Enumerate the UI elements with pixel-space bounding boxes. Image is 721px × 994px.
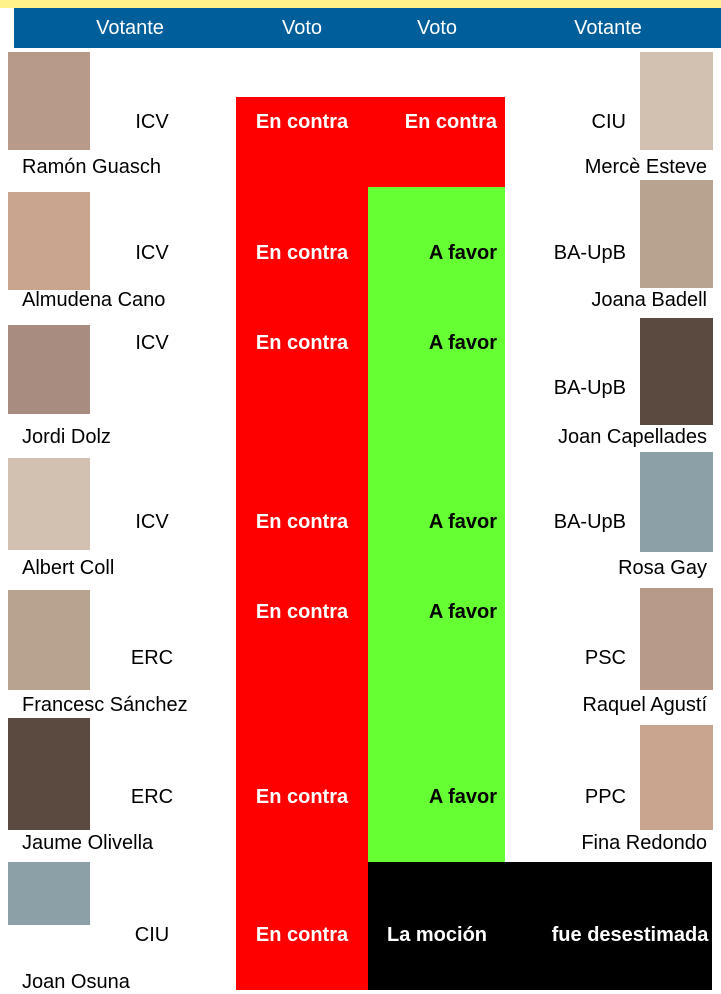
party: ICV: [135, 111, 169, 133]
voter-photo: [8, 718, 90, 830]
header-bar: [14, 8, 721, 48]
party: PPC: [584, 786, 626, 808]
result: La moción: [386, 924, 488, 946]
voter-photo: [8, 590, 90, 690]
party: ICV: [135, 332, 169, 354]
voter-name: Joan Osuna: [22, 971, 130, 993]
party: BA-UpB: [553, 377, 626, 399]
vote: En contra: [255, 601, 349, 623]
voter-name: Jaume Olivella: [22, 832, 154, 854]
party: CIU: [591, 111, 626, 133]
vote: En contra: [255, 924, 349, 946]
vote: En contra: [255, 111, 349, 133]
result-block: [368, 862, 712, 990]
vote: En contra: [255, 242, 349, 264]
vote: A favor: [428, 511, 497, 533]
party: ERC: [130, 647, 174, 669]
voter-name: Fina Redondo: [581, 832, 707, 854]
voter-name: Jordi Dolz: [22, 426, 111, 448]
voter-photo: [8, 325, 90, 414]
party: ICV: [135, 242, 169, 264]
voter-photo: [640, 180, 713, 288]
green-column: [368, 187, 505, 862]
voter-name: Joana Badell: [591, 289, 707, 311]
voter-name: Almudena Cano: [22, 289, 166, 311]
voter-name: Joan Capellades: [558, 426, 707, 448]
vote: A favor: [428, 786, 497, 808]
party: ERC: [130, 786, 174, 808]
vote: En contra: [255, 332, 349, 354]
party: ICV: [135, 511, 169, 533]
voter-photo: [8, 862, 90, 925]
red-column: [236, 97, 368, 990]
header-label: Voto: [281, 17, 323, 39]
voter-name: Albert Coll: [22, 557, 115, 579]
voter-name: Raquel Agustí: [582, 694, 707, 716]
voter-name: Rosa Gay: [618, 557, 707, 579]
voter-photo: [8, 458, 90, 550]
voter-name: Mercè Esteve: [584, 156, 707, 178]
top-strip: [0, 0, 721, 8]
voter-name: Francesc Sánchez: [22, 694, 188, 716]
red-cell: [368, 97, 505, 187]
vote: En contra: [255, 786, 349, 808]
party: PSC: [584, 647, 626, 669]
voter-name: Ramón Guasch: [22, 156, 161, 178]
result: fue desestimada: [551, 924, 709, 946]
voter-photo: [640, 588, 713, 690]
voter-photo: [640, 52, 713, 150]
vote: A favor: [428, 332, 497, 354]
header-label: Votante: [96, 17, 164, 39]
voter-photo: [640, 725, 713, 830]
voter-photo: [640, 452, 713, 552]
vote: A favor: [428, 601, 497, 623]
voter-photo: [8, 52, 90, 150]
voter-photo: [8, 192, 90, 290]
party: BA-UpB: [553, 511, 626, 533]
vote: A favor: [428, 242, 497, 264]
header-label: Votante: [574, 17, 642, 39]
voter-photo: [640, 318, 713, 425]
vote: En contra: [255, 511, 349, 533]
party: CIU: [134, 924, 170, 946]
party: BA-UpB: [553, 242, 626, 264]
vote: En contra: [404, 111, 497, 133]
header-label: Voto: [416, 17, 458, 39]
